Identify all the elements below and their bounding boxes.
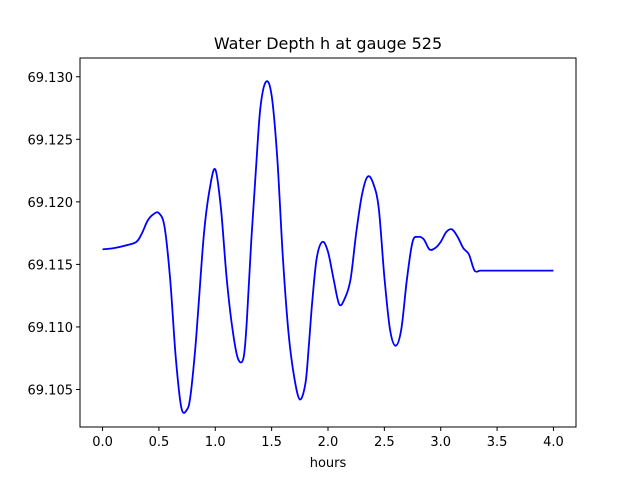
y-tick-label: 69.125 bbox=[28, 133, 74, 148]
x-tick-label: 1.5 bbox=[261, 435, 282, 450]
y-tick-label: 69.110 bbox=[28, 321, 74, 336]
series-line bbox=[102, 80, 554, 414]
y-tick-label: 69.115 bbox=[28, 258, 74, 273]
x-tick-label: 4.0 bbox=[543, 435, 564, 450]
x-tick-label: 2.5 bbox=[374, 435, 395, 450]
chart-title: Water Depth h at gauge 525 bbox=[214, 34, 442, 53]
y-tick-label: 69.120 bbox=[28, 196, 74, 211]
y-tick-label: 69.130 bbox=[28, 71, 74, 86]
x-tick-label: 3.0 bbox=[430, 435, 451, 450]
plot-frame bbox=[79, 57, 577, 428]
y-axis: 69.105 69.110 69.115 69.120 69.125 69.130 bbox=[28, 71, 80, 398]
x-tick-label: 1.0 bbox=[205, 435, 226, 450]
x-tick-label: 3.5 bbox=[487, 435, 508, 450]
x-axis-label: hours bbox=[310, 456, 347, 471]
x-tick-label: 0.0 bbox=[92, 435, 113, 450]
x-tick-label: 0.5 bbox=[149, 435, 170, 450]
y-tick-label: 69.105 bbox=[28, 383, 74, 398]
x-axis: 0.0 0.5 1.0 1.5 2.0 2.5 3.0 3.5 4.0 bbox=[92, 427, 564, 450]
x-tick-label: 2.0 bbox=[318, 435, 339, 450]
